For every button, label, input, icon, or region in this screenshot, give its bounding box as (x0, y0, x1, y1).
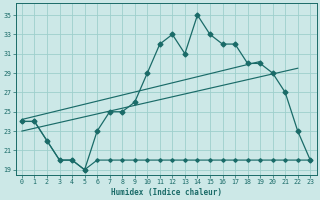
X-axis label: Humidex (Indice chaleur): Humidex (Indice chaleur) (111, 188, 221, 197)
